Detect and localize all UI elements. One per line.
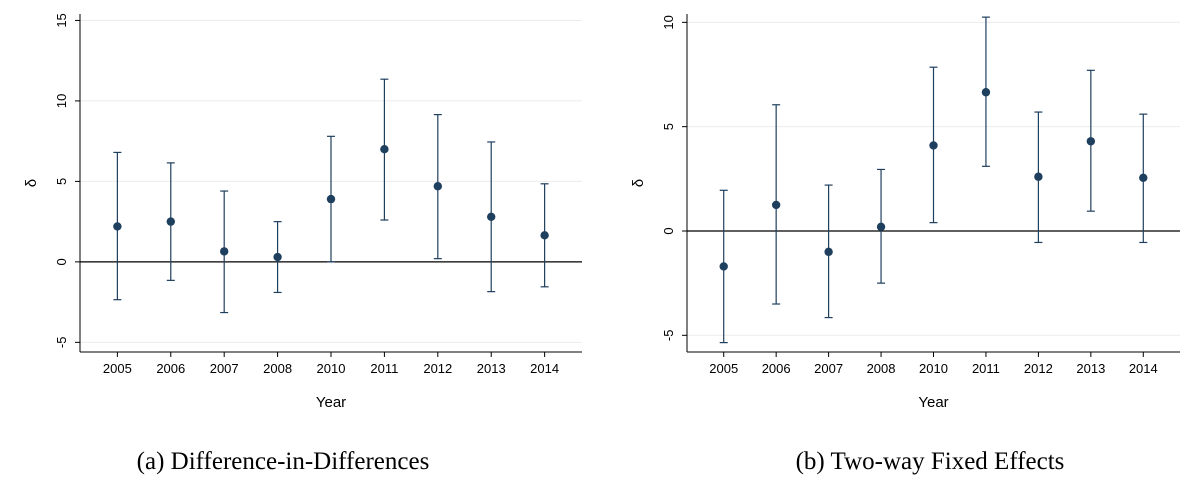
x-tick-label: 2010 xyxy=(919,361,948,376)
point-estimate xyxy=(540,231,549,240)
chart-panel-a: -5 0 5 10 15 2005 2006 2007 2008 2010 2011 2012 2013… xyxy=(23,13,582,475)
point-estimate xyxy=(981,88,991,97)
x-tick-label: 2014 xyxy=(530,361,559,376)
x-tick-label: 2013 xyxy=(1076,361,1105,376)
y-tick-label: 0 xyxy=(661,227,676,234)
x-tick-label: 2011 xyxy=(370,361,398,376)
point-estimate xyxy=(326,194,336,204)
y-tick-label: -5 xyxy=(54,337,69,349)
point-estimate xyxy=(380,145,389,154)
x-axis-title: Year xyxy=(918,394,948,411)
x-tick-label: 2012 xyxy=(1024,361,1053,376)
y-axis-title: δ xyxy=(630,179,647,187)
y-tick-label: 10 xyxy=(661,15,676,29)
y-tick-label: 10 xyxy=(54,94,69,108)
y-axis-title: δ xyxy=(23,179,40,187)
point-estimate xyxy=(1034,172,1043,181)
x-tick-label: 2008 xyxy=(867,361,896,376)
x-tick-label: 2007 xyxy=(210,361,239,376)
x-axis-title: Year xyxy=(316,394,346,411)
x-tick-label: 2005 xyxy=(103,361,132,376)
y-tick-label: -5 xyxy=(661,330,676,342)
panel-caption: (a) Difference-in-Differences xyxy=(137,448,430,475)
point-estimate xyxy=(1086,137,1096,146)
point-estimate xyxy=(929,141,938,150)
point-estimate xyxy=(487,212,496,221)
point-estimate xyxy=(166,217,175,226)
point-estimate xyxy=(876,222,886,232)
point-estimate xyxy=(719,262,728,271)
x-tick-label: 2008 xyxy=(263,361,292,376)
x-tick-label: 2014 xyxy=(1129,361,1158,376)
x-tick-label: 2006 xyxy=(156,361,185,376)
point-estimate xyxy=(824,247,833,257)
point-estimate xyxy=(1139,173,1148,182)
y-tick-label: 5 xyxy=(661,123,676,130)
x-tick-label: 2005 xyxy=(709,361,738,376)
y-tick-label: 15 xyxy=(54,13,69,27)
x-tick-label: 2013 xyxy=(477,361,506,376)
panel-caption: (b) Two-way Fixed Effects xyxy=(796,448,1065,475)
chart-panel-b: -5 0 5 10 2005 2006 2007 2008 2010 2011 2012 2013 20… xyxy=(630,14,1180,475)
x-tick-label: 2007 xyxy=(814,361,843,376)
x-tick-label: 2011 xyxy=(972,361,1000,376)
point-estimate xyxy=(113,222,122,231)
point-estimate xyxy=(433,182,443,191)
x-tick-label: 2012 xyxy=(423,361,452,376)
y-tick-label: 5 xyxy=(54,178,69,185)
y-tick-label: 0 xyxy=(54,258,69,265)
point-estimate xyxy=(219,247,229,256)
point-estimate xyxy=(771,200,781,210)
x-tick-label: 2006 xyxy=(762,361,791,376)
x-tick-label: 2010 xyxy=(317,361,346,376)
point-estimate xyxy=(273,252,282,262)
